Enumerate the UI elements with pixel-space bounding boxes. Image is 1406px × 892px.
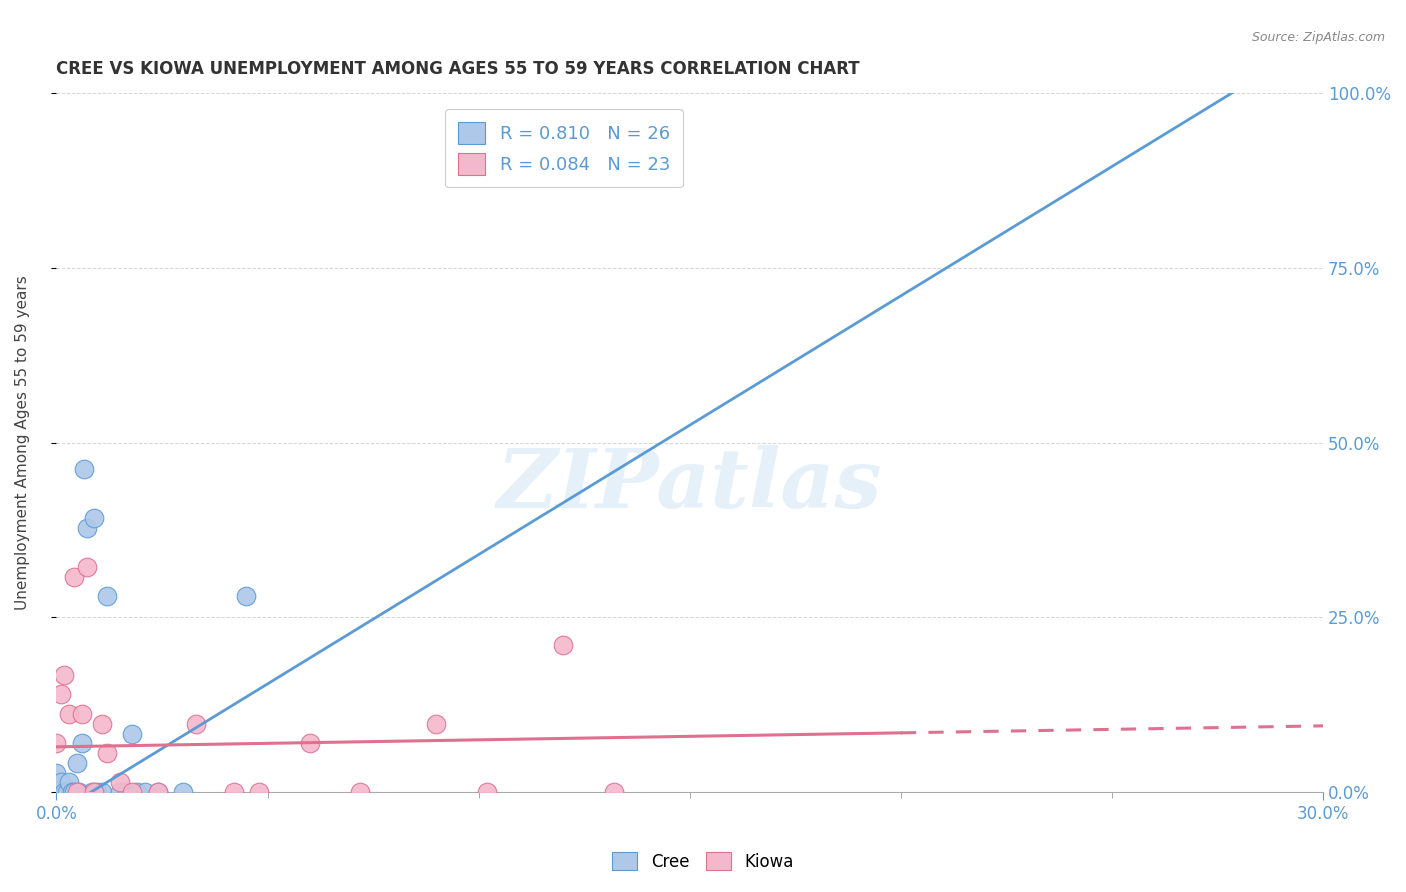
Point bbox=[96, 624, 118, 639]
Point bbox=[382, 785, 405, 799]
Point bbox=[172, 785, 194, 799]
Point bbox=[104, 785, 127, 799]
Point bbox=[58, 785, 80, 799]
Point bbox=[91, 555, 114, 569]
Point bbox=[75, 785, 97, 799]
Point bbox=[551, 785, 574, 799]
Point bbox=[763, 785, 786, 799]
Point bbox=[467, 750, 489, 764]
Text: ZIPatlas: ZIPatlas bbox=[496, 444, 883, 524]
Point bbox=[193, 785, 215, 799]
Point bbox=[53, 715, 76, 730]
Legend: R = 0.810   N = 26, R = 0.084   N = 23: R = 0.810 N = 26, R = 0.084 N = 23 bbox=[446, 109, 683, 187]
Point bbox=[277, 736, 299, 750]
Point bbox=[58, 701, 80, 715]
Point bbox=[87, 750, 110, 764]
Y-axis label: Unemployment Among Ages 55 to 59 years: Unemployment Among Ages 55 to 59 years bbox=[15, 276, 30, 610]
Point bbox=[214, 785, 236, 799]
Point bbox=[150, 778, 173, 792]
Point bbox=[340, 785, 363, 799]
Point bbox=[890, 681, 912, 695]
Point bbox=[129, 757, 152, 772]
Point bbox=[66, 730, 89, 744]
Point bbox=[163, 785, 186, 799]
Point bbox=[129, 645, 152, 659]
Point bbox=[361, 645, 384, 659]
Point bbox=[1185, 86, 1208, 100]
Point bbox=[66, 778, 89, 792]
Point bbox=[70, 785, 93, 799]
Point bbox=[62, 785, 84, 799]
Point bbox=[45, 772, 67, 786]
Point bbox=[112, 785, 135, 799]
Text: CREE VS KIOWA UNEMPLOYMENT AMONG AGES 55 TO 59 YEARS CORRELATION CHART: CREE VS KIOWA UNEMPLOYMENT AMONG AGES 55… bbox=[56, 60, 860, 78]
Point bbox=[79, 785, 101, 799]
Point bbox=[53, 778, 76, 792]
Point bbox=[121, 736, 143, 750]
Legend: Cree, Kiowa: Cree, Kiowa bbox=[605, 844, 801, 880]
Text: Source: ZipAtlas.com: Source: ZipAtlas.com bbox=[1251, 31, 1385, 45]
Point bbox=[79, 764, 101, 779]
Point bbox=[83, 785, 105, 799]
Point bbox=[108, 590, 131, 604]
Point bbox=[87, 730, 110, 744]
Point bbox=[679, 736, 702, 750]
Point bbox=[150, 785, 173, 799]
Point bbox=[180, 785, 202, 799]
Point bbox=[75, 632, 97, 646]
Point bbox=[172, 743, 194, 757]
Point bbox=[214, 785, 236, 799]
Point bbox=[121, 785, 143, 799]
Point bbox=[96, 597, 118, 611]
Point bbox=[108, 785, 131, 799]
Point bbox=[974, 785, 997, 799]
Point bbox=[45, 750, 67, 764]
Point bbox=[256, 785, 278, 799]
